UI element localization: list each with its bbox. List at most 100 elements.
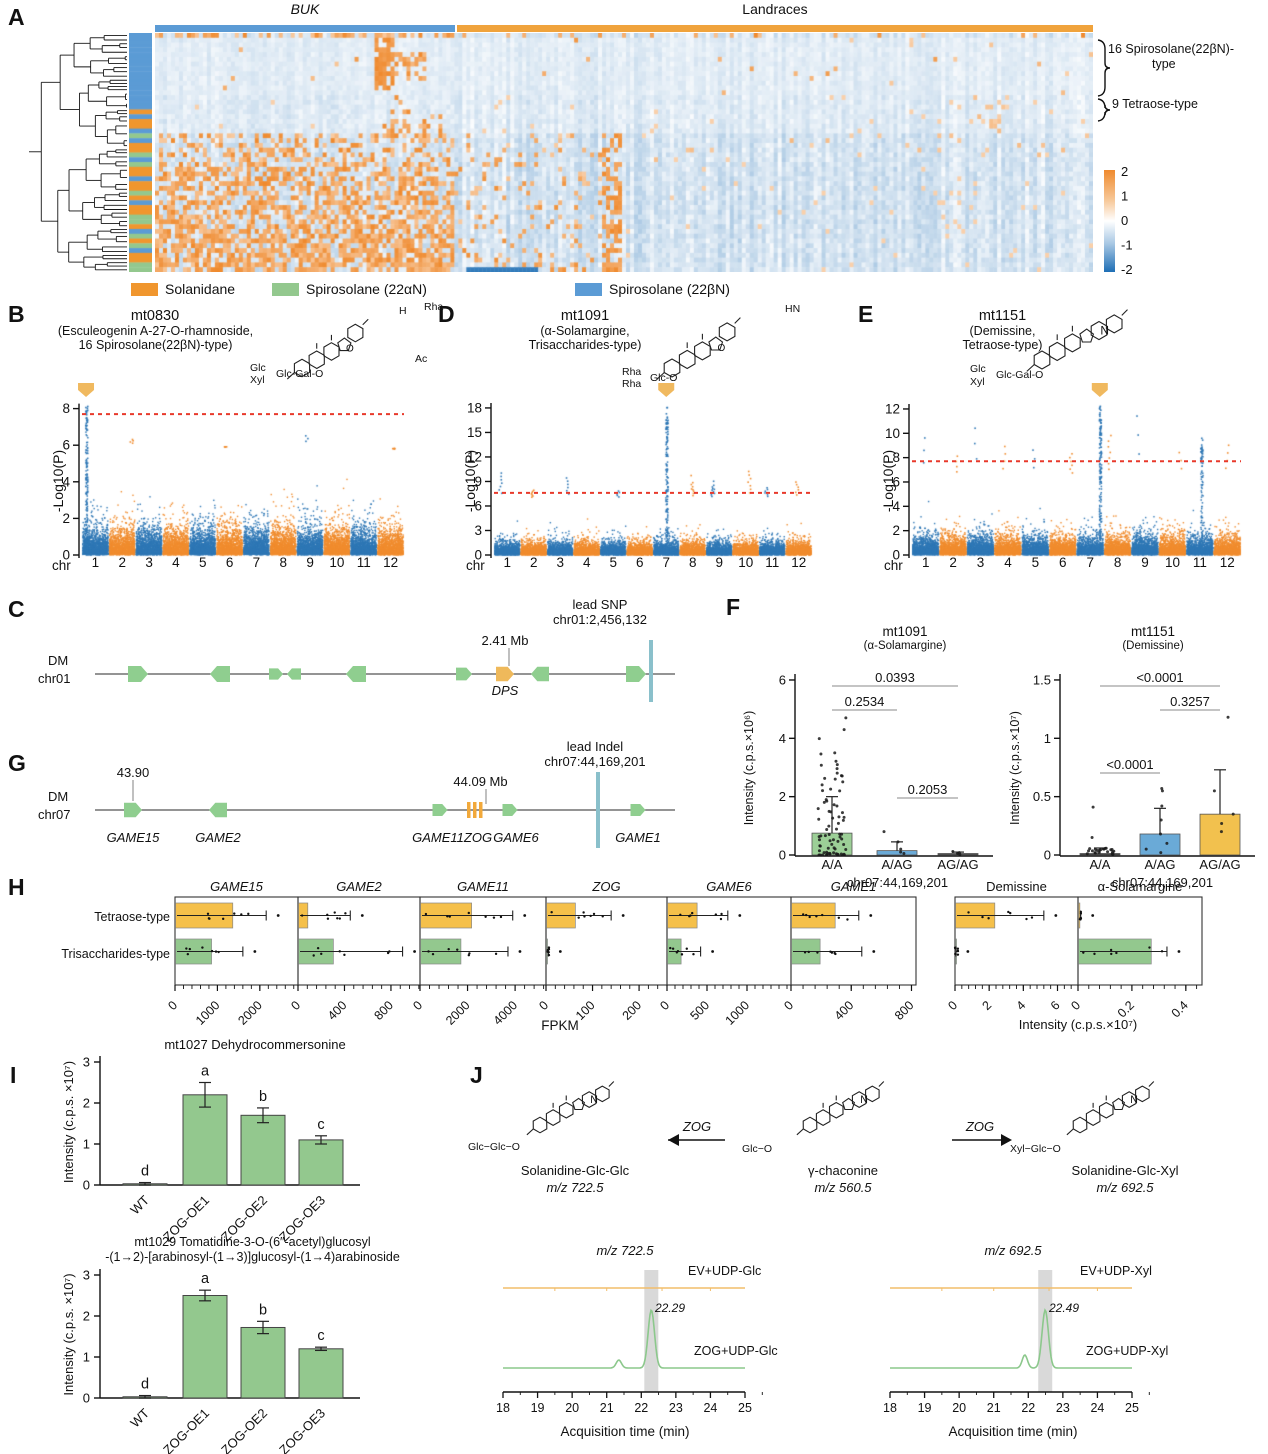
chr-axis-label: 5 [199, 555, 207, 570]
colorbar-tick-label: -1 [1121, 238, 1133, 253]
f2-subtitle: (Demissine) [1122, 640, 1184, 652]
data-point [589, 914, 592, 918]
data-point [316, 946, 320, 950]
data-point [842, 842, 846, 846]
gene-name-label: GAME11 [412, 830, 464, 845]
data-point [326, 913, 329, 917]
chemical-ring [708, 336, 724, 351]
genotype-label: AG/AG [937, 857, 978, 872]
p-value-label: 0.0393 [875, 670, 915, 685]
o-atom-label: O [346, 343, 354, 354]
gene-name-label: GAME2 [195, 830, 241, 845]
legend-label: Spirosolane (22βN) [609, 281, 730, 297]
f2-title: mt1151 [1130, 624, 1176, 639]
outlier-point [1054, 914, 1058, 917]
methyl-tick [1148, 1081, 1155, 1087]
panel-b-sugar-chain: Glc-Gal-O [276, 368, 324, 380]
chr-axis-label: 5 [1032, 555, 1040, 570]
row-annotation-strip [129, 33, 152, 272]
chr-axis-label: 4 [583, 555, 591, 570]
f2-xlabel: chr07:44,169,201 [1111, 875, 1214, 890]
data-point [846, 918, 849, 921]
chemical-ring [545, 1109, 561, 1127]
data-point [446, 915, 449, 918]
x-axis-tick-label: 1000 [723, 998, 753, 1028]
data-point [831, 838, 835, 842]
panel-b-xlabel: chr [52, 558, 71, 573]
panel-e-sugar-chain: Glc-Gal-O [996, 369, 1044, 381]
data-point [431, 952, 435, 956]
data-point [582, 911, 585, 914]
y-axis-tick-label: 12 [885, 401, 900, 416]
chemical-ring [347, 323, 364, 343]
chr-axis-label: 11 [765, 555, 779, 570]
panel-c-chr-label: chr01 [38, 671, 71, 686]
chr-axis-label: 11 [1193, 555, 1207, 570]
data-point [822, 800, 826, 804]
panel-b-sugar-xyl: Xyl [250, 374, 265, 386]
data-point [1090, 849, 1094, 853]
zog-trace [503, 1308, 745, 1369]
colorbar-tick-label: 2 [1121, 164, 1128, 179]
outlier-point [711, 950, 714, 953]
colorbar-tick-label: -2 [1121, 262, 1133, 277]
x-axis-tick-label: 2000 [235, 998, 265, 1028]
o-glycoside-bond [1026, 364, 1035, 372]
x-axis-tick-label: 25 [1125, 1401, 1139, 1415]
x-axis-tick-label: 0 [165, 998, 180, 1013]
data-point [1159, 851, 1163, 855]
o-glycoside-bond [526, 1128, 534, 1136]
methyl-tick [1121, 309, 1128, 316]
y-axis-tick-label: 3 [83, 1055, 90, 1070]
j-s1-name: Solanidine-Glc-Glc [520, 1163, 630, 1178]
y-axis-tick-label: 1.5 [1033, 672, 1051, 687]
y-axis-tick-label: 10 [885, 426, 900, 441]
x-axis-tick-label: 500 [687, 998, 712, 1023]
data-point [1079, 912, 1083, 915]
data-point [494, 952, 498, 956]
data-point [1087, 849, 1091, 853]
chemical-ring [678, 349, 696, 370]
data-point [217, 950, 220, 954]
data-point [833, 751, 837, 755]
data-point [844, 716, 848, 720]
chemical-ring [323, 342, 340, 361]
data-point [825, 853, 829, 857]
chemical-ring [1064, 333, 1081, 353]
y-axis-tick-label: 2 [892, 523, 900, 538]
gene-arrow [432, 804, 448, 816]
x-axis-tick-label: 20 [565, 1401, 579, 1415]
plot-frame [790, 896, 917, 986]
data-point [822, 851, 826, 855]
data-point [1085, 852, 1089, 856]
significance-letter: c [317, 1117, 324, 1133]
legend-swatch [272, 283, 299, 296]
x-axis-tick-label: 19 [531, 1401, 545, 1415]
x-axis-tick-label: 6 [1048, 998, 1063, 1013]
lead-snp-label: lead SNP [572, 597, 628, 612]
data-point [343, 953, 346, 957]
bar [1199, 813, 1241, 856]
data-point [1160, 789, 1164, 793]
data-point [550, 910, 553, 914]
gene-arrow [124, 802, 142, 818]
data-point [1110, 850, 1114, 854]
j-zog-enzyme-right: ZOG [965, 1119, 995, 1134]
data-point [817, 737, 821, 741]
data-point [221, 917, 225, 921]
data-point [821, 913, 824, 917]
x-axis-tick-label: 25 [738, 1401, 752, 1415]
y-axis-tick-label: 6 [474, 498, 482, 513]
significance-letter: b [259, 1302, 267, 1318]
data-point [680, 953, 684, 956]
lead-indel-position: chr07:44,169,201 [544, 754, 646, 769]
x-axis-tick-label: 2 [979, 998, 994, 1013]
data-point [899, 850, 903, 854]
data-point [689, 914, 692, 917]
y-axis-tick-label: 3 [83, 1268, 90, 1283]
reaction-arrow-head-left [668, 1134, 679, 1146]
reaction-arrow-head-right [1001, 1134, 1012, 1146]
x-axis-tick-label: 0 [1068, 998, 1083, 1013]
data-point [675, 951, 679, 954]
chr-axis-label: 11 [357, 555, 371, 570]
